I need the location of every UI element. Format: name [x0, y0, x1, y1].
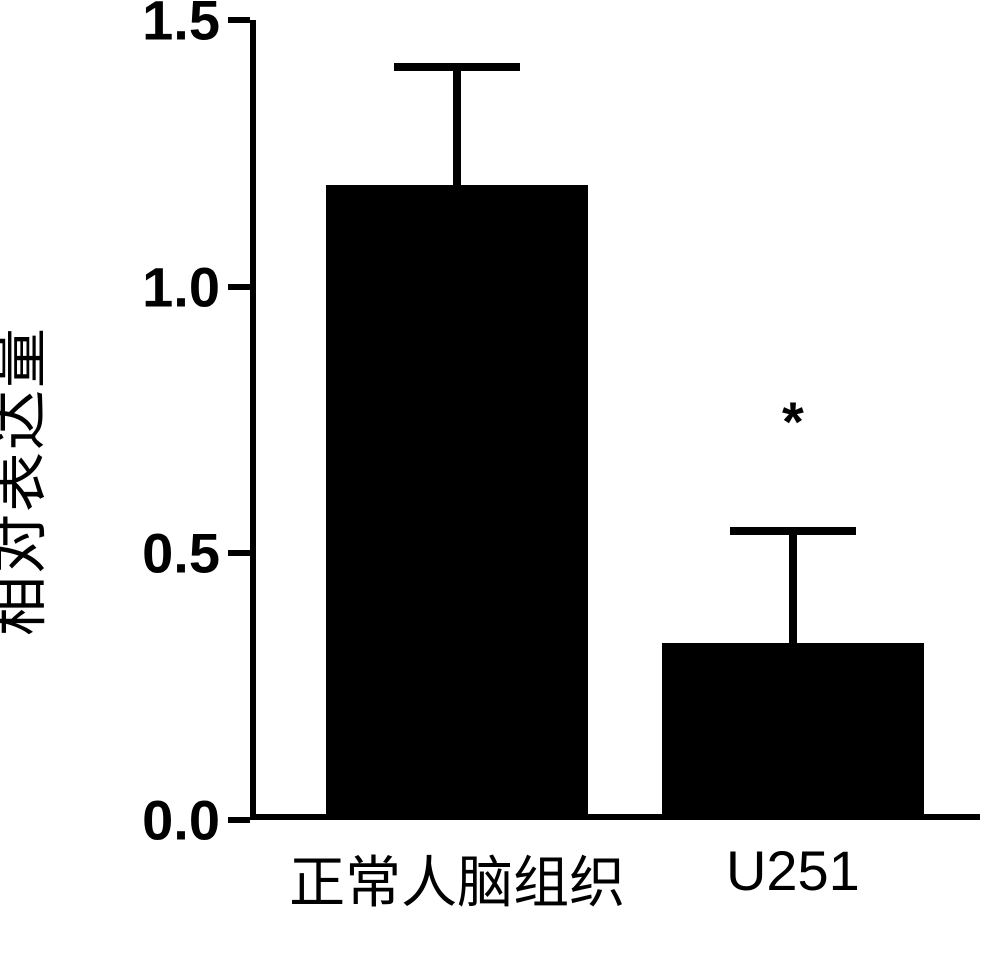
y-axis-label: 相对表达量 — [0, 171, 58, 481]
y-tick — [228, 284, 250, 290]
errorbar-stem — [453, 67, 461, 184]
y-tick — [228, 817, 250, 823]
x-tick-label: U251 — [726, 838, 860, 903]
x-tick-label: 正常人脑组织 — [289, 838, 625, 919]
significance-marker: * — [782, 389, 804, 454]
y-axis-label-text: 相对表达量 — [0, 326, 58, 636]
bar — [662, 643, 925, 814]
y-tick — [228, 17, 250, 23]
errorbar-cap — [394, 63, 520, 71]
errorbar-stem — [789, 531, 797, 643]
y-tick-label: 1.0 — [142, 254, 220, 319]
y-tick — [228, 550, 250, 556]
x-axis-line — [250, 814, 980, 820]
figure: 相对表达量 0.00.51.01.5正常人脑组织*U251 — [0, 0, 1000, 962]
errorbar-cap — [730, 527, 856, 535]
y-tick-label: 0.0 — [142, 788, 220, 853]
bar — [326, 185, 589, 814]
plot-area: 0.00.51.01.5正常人脑组织*U251 — [250, 20, 980, 820]
y-tick-label: 1.5 — [142, 0, 220, 53]
y-tick-label: 0.5 — [142, 521, 220, 586]
y-axis-line — [250, 20, 256, 820]
